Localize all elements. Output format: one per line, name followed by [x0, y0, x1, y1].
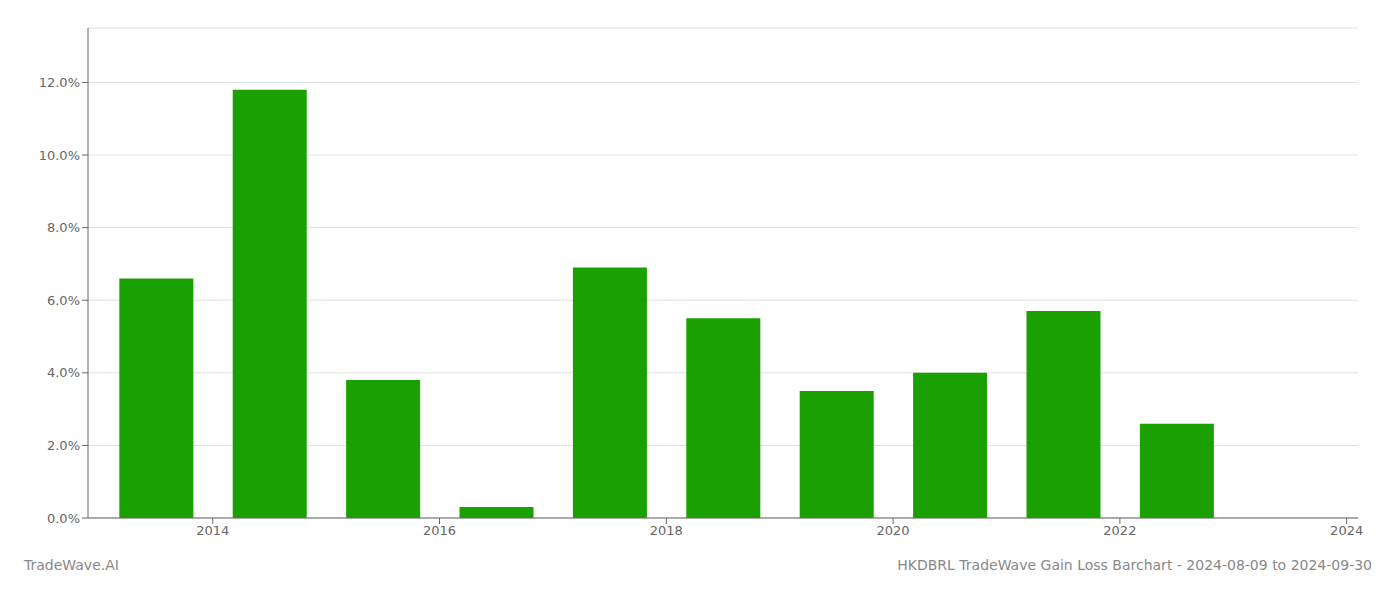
svg-text:8.0%: 8.0%: [47, 220, 80, 235]
svg-text:2018: 2018: [650, 523, 683, 538]
svg-text:0.0%: 0.0%: [47, 511, 80, 526]
svg-text:2014: 2014: [196, 523, 229, 538]
html-text:TradeWave.AI: TradeWave.AI: [24, 557, 119, 573]
svg-text:12.0%: 12.0%: [39, 75, 80, 90]
svg-text:6.0%: 6.0%: [47, 293, 80, 308]
svg-text:10.0%: 10.0%: [39, 148, 80, 163]
svg-text:2024: 2024: [1330, 523, 1363, 538]
svg-text:4.0%: 4.0%: [47, 365, 80, 380]
html-text:HKDBRL TradeWave Gain Loss Bar: HKDBRL TradeWave Gain Loss Barchart - 20…: [897, 557, 1372, 573]
svg-text:2020: 2020: [877, 523, 910, 538]
svg-text:2.0%: 2.0%: [47, 438, 80, 453]
svg-text:2022: 2022: [1103, 523, 1136, 538]
svg-text:2016: 2016: [423, 523, 456, 538]
